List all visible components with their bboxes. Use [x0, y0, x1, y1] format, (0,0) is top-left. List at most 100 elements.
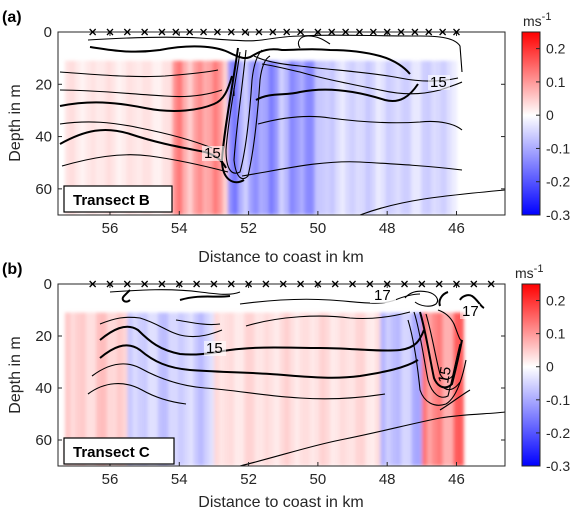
- velocity-cell: [375, 312, 381, 466]
- station-marker: [425, 28, 433, 36]
- panel-a-contour-label-bg: [428, 75, 450, 90]
- panel-b-colorbar-ticks: 0.2 0.1 0 -0.1 -0.2 -0.3: [536, 293, 570, 474]
- station-marker: [297, 280, 305, 288]
- panel-b-isotherm: [459, 294, 485, 309]
- station-marker: [314, 280, 322, 288]
- velocity-cell: [360, 312, 366, 466]
- velocity-cell: [395, 312, 402, 466]
- velocity-cell: [132, 312, 138, 466]
- panel-b-isotherm: [438, 291, 449, 307]
- velocity-cell: [268, 60, 275, 215]
- velocity-cell: [446, 60, 452, 215]
- velocity-cell: [345, 60, 351, 215]
- x-tick-label: 46: [448, 220, 465, 237]
- velocity-cell: [188, 312, 195, 466]
- panel-b-colorbar-unit-base: ms: [515, 265, 534, 281]
- panel-a-isotherm: [225, 49, 263, 174]
- velocity-cell: [80, 60, 86, 215]
- panel-a-transect-label-box: [63, 185, 173, 213]
- station-marker: [453, 280, 460, 288]
- panel-a-isotherm: [59, 89, 223, 98]
- velocity-cell: [197, 60, 204, 215]
- y-tick-label: 60: [35, 432, 52, 449]
- station-marker: [356, 28, 363, 36]
- panel-a-ticks: 56 54 52 50 48 46 0 20 40 60: [35, 24, 505, 237]
- station-marker: [186, 28, 194, 36]
- velocity-cell: [249, 312, 255, 466]
- panel-a-label: (a): [2, 9, 22, 26]
- panel-a-contour-label-15-left: 15: [204, 145, 221, 162]
- station-marker: [175, 280, 183, 288]
- velocity-cell: [458, 312, 464, 466]
- panel-b-station-markers: [89, 280, 495, 288]
- station-marker: [200, 28, 207, 36]
- velocity-cell: [239, 312, 245, 466]
- station-marker: [331, 280, 339, 288]
- station-marker: [487, 280, 495, 288]
- panel-a-colorbar-unit: ms-1: [523, 11, 551, 29]
- panel-b-transect-label-text: Transect C: [73, 444, 150, 461]
- velocity-cell: [217, 60, 224, 215]
- colorbar-tick-label: 0.1: [546, 326, 566, 342]
- velocity-cell: [253, 60, 259, 215]
- velocity-cell: [75, 60, 81, 215]
- velocity-cell: [64, 312, 71, 466]
- station-marker: [328, 28, 336, 36]
- colorbar-tick-label: -0.1: [546, 140, 570, 156]
- velocity-cell: [152, 312, 159, 466]
- velocity-cell: [157, 312, 164, 466]
- panel-b-ticks: 56 54 52 50 48 46 0 20 40 60: [35, 276, 505, 488]
- velocity-cell: [294, 60, 300, 215]
- velocity-cell: [339, 312, 346, 466]
- station-marker: [106, 280, 114, 288]
- panel-b-ylabel: Depth in m: [7, 336, 24, 413]
- station-marker: [241, 28, 249, 36]
- velocity-cell: [122, 312, 128, 466]
- velocity-cell: [314, 60, 321, 215]
- panel-b-colorbar: 0.2 0.1 0 -0.1 -0.2 -0.3 ms-1: [515, 263, 570, 474]
- velocity-cell: [380, 60, 387, 215]
- velocity-cell: [126, 60, 132, 215]
- panel-b-colorbar-unit-exponent: -1: [534, 263, 544, 275]
- panel-b-isotherms: [87, 289, 505, 466]
- velocity-cell: [254, 312, 260, 466]
- velocity-cell: [64, 60, 71, 215]
- velocity-cell: [234, 312, 240, 466]
- station-marker: [158, 28, 166, 36]
- x-tick-label: 46: [448, 471, 465, 488]
- panel-a-isotherm: [61, 154, 229, 173]
- velocity-cell: [187, 60, 194, 215]
- velocity-cell: [415, 60, 422, 215]
- velocity-cell: [375, 60, 382, 215]
- station-marker: [418, 280, 426, 288]
- velocity-cell: [283, 60, 290, 215]
- panel-b-isotherm: [437, 309, 463, 341]
- panel-b-axes-box: [57, 283, 506, 467]
- velocity-cell: [360, 60, 366, 215]
- velocity-cell: [178, 312, 184, 466]
- y-tick-label: 40: [35, 380, 52, 397]
- velocity-cell: [116, 60, 122, 215]
- station-marker: [383, 28, 391, 36]
- station-marker: [255, 28, 263, 36]
- velocity-cell: [100, 60, 107, 215]
- velocity-cell: [227, 60, 234, 215]
- station-marker: [470, 280, 478, 288]
- velocity-cell: [289, 60, 295, 215]
- panel-a-isotherm: [89, 45, 411, 75]
- velocity-cell: [110, 60, 117, 215]
- colorbar-tick-label: 0.1: [546, 74, 566, 90]
- velocity-cell: [410, 60, 417, 215]
- velocity-cell: [167, 60, 173, 215]
- station-marker: [397, 28, 405, 36]
- velocity-cell: [350, 60, 356, 215]
- velocity-cell: [263, 60, 270, 215]
- velocity-cell: [273, 60, 280, 215]
- x-tick-label: 52: [240, 220, 257, 237]
- panel-a-station-markers: [89, 28, 460, 36]
- panel-b-colorbar-bar: [521, 283, 541, 467]
- panel-b-contour-label-17-right: 17: [462, 303, 479, 320]
- panel-a-colorbar: 0.2 0.1 0 -0.1 -0.2 -0.3 ms-1: [521, 11, 570, 223]
- velocity-cell: [90, 312, 97, 466]
- velocity-cell: [202, 60, 209, 215]
